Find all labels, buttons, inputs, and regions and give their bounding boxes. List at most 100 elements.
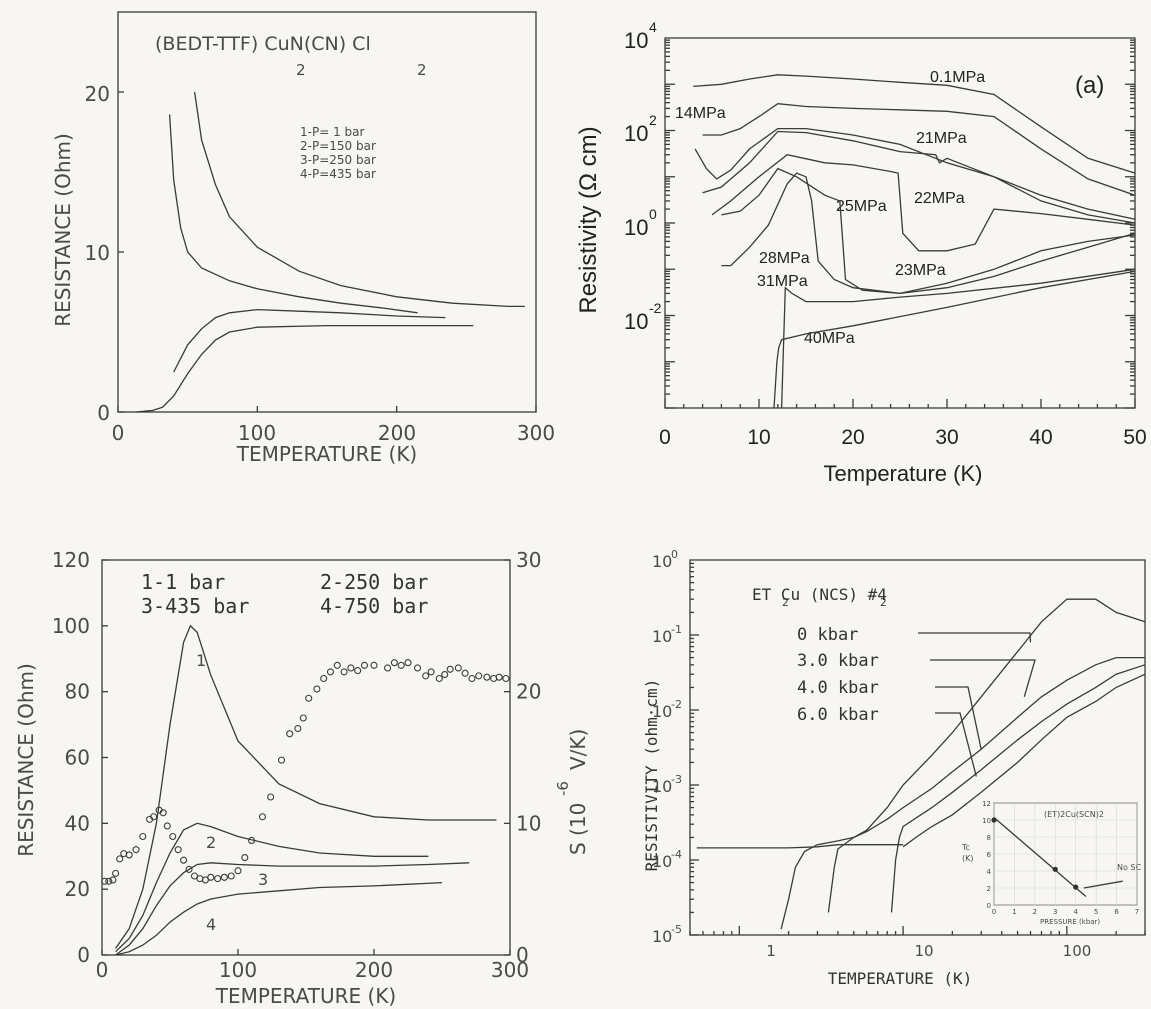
thermopower-point [483, 673, 491, 681]
x-tick-label: 300 [517, 421, 555, 445]
y-tick-exponent: -2 [649, 300, 662, 316]
x-tick-label: 10 [747, 426, 770, 449]
x-tick-label: 0 [112, 421, 125, 445]
thermopower-point [326, 668, 335, 676]
thermopower-point [475, 672, 483, 680]
thermopower-point [227, 872, 235, 880]
thermopower-point [427, 668, 435, 676]
inset-annotation-leader [1083, 880, 1123, 889]
y-tick-label: 10 [85, 241, 110, 265]
thermopower-point [277, 756, 286, 764]
x-axis-label: TEMPERATURE (K) [236, 442, 418, 466]
label-leader-line [930, 659, 1036, 697]
y-tick-exponent: -3 [671, 773, 682, 786]
inset-data-point [1052, 866, 1058, 872]
y-tick-exponent: 2 [649, 112, 657, 128]
label-leader-line [935, 712, 977, 777]
y-tick-exponent: 4 [649, 19, 657, 35]
thermopower-point [495, 673, 503, 681]
thermopower-point [435, 674, 443, 683]
y2-tick-label: 0 [516, 943, 529, 967]
legend-entry: 3-P=250 bar [300, 153, 376, 167]
plot-frame [117, 11, 537, 413]
series-line-28MPa [721, 172, 1136, 295]
y-axis-label: Resistivity (Ω cm) [575, 126, 602, 313]
y-tick-label: 0 [97, 401, 110, 425]
series-line-4 [115, 881, 443, 956]
y-tick-label: 10 [652, 927, 672, 946]
thermopower-point [299, 714, 307, 722]
thermopower-point [180, 856, 188, 864]
y-tick-exponent: -2 [671, 698, 682, 711]
inset-y-tick-label: 6 [987, 851, 992, 859]
legend-entry: 3-435 bar [141, 594, 249, 618]
series-line-3 [173, 308, 446, 373]
thermopower-point [360, 661, 369, 669]
inset-y-tick-label: 12 [982, 800, 991, 808]
series-line-3.0-kbar [827, 656, 1145, 913]
inset-data-point [991, 817, 997, 823]
thermopower-point [169, 832, 177, 841]
y-tick-label: 20 [65, 877, 90, 901]
label-leader-line [935, 686, 982, 750]
x-tick-label: 30 [935, 426, 958, 449]
x-tick-label: 0 [96, 958, 109, 982]
plot-frame [689, 559, 1146, 936]
x-tick-label: 20 [841, 426, 864, 449]
thermopower-point [116, 855, 124, 863]
x-axis-label: TEMPERATURE (K) [828, 969, 973, 988]
y-tick-label: 10 [652, 852, 672, 871]
chart-panel-2: (a) 0 10 20 30 40 50 Temperature (K) Res… [575, 19, 1147, 486]
y-tick-exponent: 0 [671, 548, 678, 561]
thermopower-point [313, 685, 321, 693]
thermopower-point [354, 667, 362, 675]
y-tick-label: 40 [65, 811, 90, 835]
y-tick-label: 10 [624, 28, 648, 53]
title-subscript: 2 [782, 596, 789, 609]
x-tick-label: 300 [491, 958, 529, 982]
series-line-14MPa [702, 103, 1136, 196]
series-line-1 [193, 91, 525, 308]
thermopower-point [159, 809, 167, 817]
thermopower-point [105, 877, 113, 885]
plot-frame [664, 37, 1136, 409]
panel-label: (a) [1075, 72, 1104, 99]
thermopower-point [109, 876, 117, 884]
legend-entry: 1-P= 1 bar [300, 125, 364, 139]
x-tick-label: 0 [659, 426, 671, 449]
x-tick-label: 100 [219, 958, 257, 982]
thermopower-point [468, 674, 476, 683]
y-axis-label: RESISTANCE (Ohm) [51, 133, 75, 327]
inset-x-tick-label: 0 [992, 908, 996, 916]
inset-x-tick-label: 7 [1135, 908, 1139, 916]
thermopower-point [446, 665, 454, 673]
series-label: 2 [206, 833, 216, 852]
series-label: 14MPa [675, 105, 726, 122]
series-label: 23MPa [895, 262, 946, 279]
legend-entry: 2-P=150 bar [300, 139, 376, 153]
inset-x-tick-label: 1 [1012, 908, 1016, 916]
y-tick-label: 10 [652, 627, 672, 646]
x-tick-label: 200 [378, 421, 416, 445]
thermopower-point [422, 672, 430, 680]
thermopower-point [441, 670, 449, 679]
thermopower-point [333, 661, 341, 669]
series-label: 3 [258, 870, 268, 889]
label-leader-line [918, 632, 1032, 643]
legend-entry: 4-750 bar [320, 594, 428, 618]
y2-tick-label: 20 [516, 680, 541, 704]
inset-title: (ET)2Cu(SCN)2 [1044, 810, 1104, 819]
y2-tick-label: 30 [516, 548, 541, 572]
inset-data-point [1073, 884, 1079, 890]
series-line-3 [115, 862, 470, 956]
thermopower-point [340, 668, 348, 676]
series-line-22MPa [702, 130, 1136, 224]
y-tick-label: 80 [65, 680, 90, 704]
y-tick-label: 0 [77, 943, 90, 967]
thermopower-point [461, 669, 469, 677]
inset-y-tick-label: 0 [987, 902, 991, 910]
legend-entry: 4-P=435 bar [300, 167, 376, 181]
thermopower-point [347, 664, 355, 672]
inset-x-tick-label: 4 [1073, 908, 1078, 916]
x-tick-label: 40 [1029, 426, 1052, 449]
